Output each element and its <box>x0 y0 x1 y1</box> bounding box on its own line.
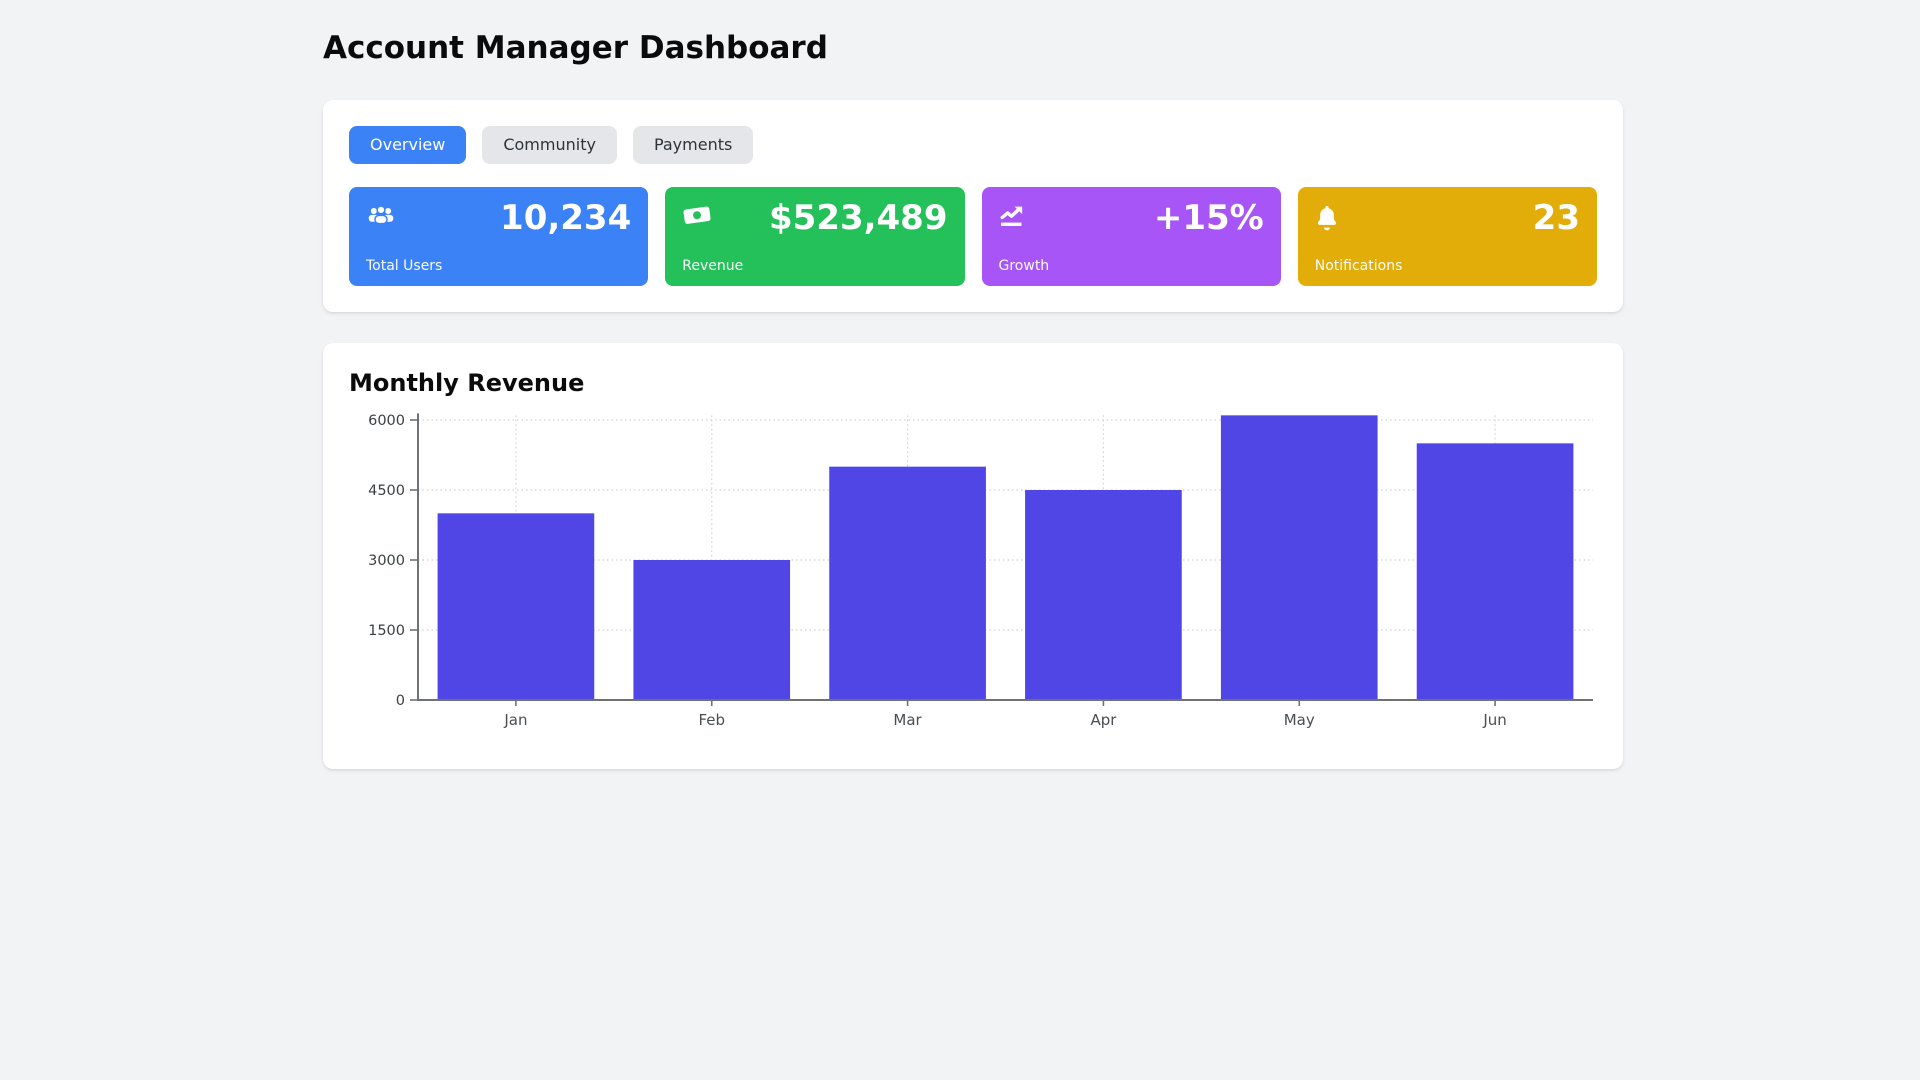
stat-label: Notifications <box>1314 258 1403 274</box>
monthly-revenue-bar-chart: 0 1500 3000 4500 6000 Jan Feb Mar Apr May Jun <box>368 413 1593 729</box>
stat-label: Total Users <box>366 258 443 274</box>
money-bill-icon <box>682 204 712 226</box>
stat-label: Revenue <box>682 258 744 274</box>
stat-value: 23 <box>1532 198 1580 238</box>
tab-community[interactable]: Community <box>482 126 617 164</box>
tab-payments[interactable]: Payments <box>632 126 754 164</box>
tab-bar: Overview Community Payments <box>349 126 1597 164</box>
bell-icon <box>1315 204 1339 231</box>
svg-text:Jun: Jun <box>1482 711 1506 729</box>
stat-value: +15% <box>1153 198 1264 238</box>
svg-text:3000: 3000 <box>368 553 405 569</box>
svg-text:6000: 6000 <box>368 413 405 429</box>
stat-card-revenue: $523,489 Revenue <box>665 187 965 286</box>
dashboard-page: Account Manager Dashboard Overview Commu… <box>323 0 1623 769</box>
chart-area: 0 1500 3000 4500 6000 Jan Feb Mar Apr May Jun <box>349 407 1597 743</box>
stat-value: 10,234 <box>500 198 632 238</box>
svg-text:Apr: Apr <box>1090 711 1117 729</box>
svg-text:4500: 4500 <box>368 483 405 499</box>
stat-card-total-users: 10,234 Total Users <box>349 187 649 286</box>
svg-text:May: May <box>1284 711 1315 729</box>
stats-row: 10,234 Total Users $523,489 <box>349 187 1597 286</box>
monthly-revenue-card: Monthly Revenue 0 1500 3000 4500 6000 Jan Feb M… <box>323 343 1623 769</box>
stat-card-growth: +15% Growth <box>981 187 1281 286</box>
tab-overview[interactable]: Overview <box>349 126 467 164</box>
svg-text:0: 0 <box>396 693 405 709</box>
stat-top-row: +15% <box>999 200 1264 236</box>
stat-top-row: 10,234 <box>366 200 631 236</box>
users-icon <box>366 204 396 226</box>
svg-text:Jan: Jan <box>503 711 527 729</box>
page-title: Account Manager Dashboard <box>323 30 828 66</box>
chart-title: Monthly Revenue <box>349 369 585 397</box>
overview-card: Overview Community Payments <box>323 100 1623 312</box>
stat-value: $523,489 <box>768 198 948 238</box>
chart-line-icon <box>999 204 1027 228</box>
stat-card-notifications: 23 Notifications <box>1297 187 1597 286</box>
stat-label: Growth <box>998 258 1050 274</box>
svg-text:Feb: Feb <box>698 711 725 729</box>
stat-top-row: 23 <box>1315 200 1580 236</box>
stat-top-row: $523,489 <box>682 198 948 238</box>
svg-text:Mar: Mar <box>893 711 922 729</box>
svg-text:1500: 1500 <box>368 623 405 639</box>
